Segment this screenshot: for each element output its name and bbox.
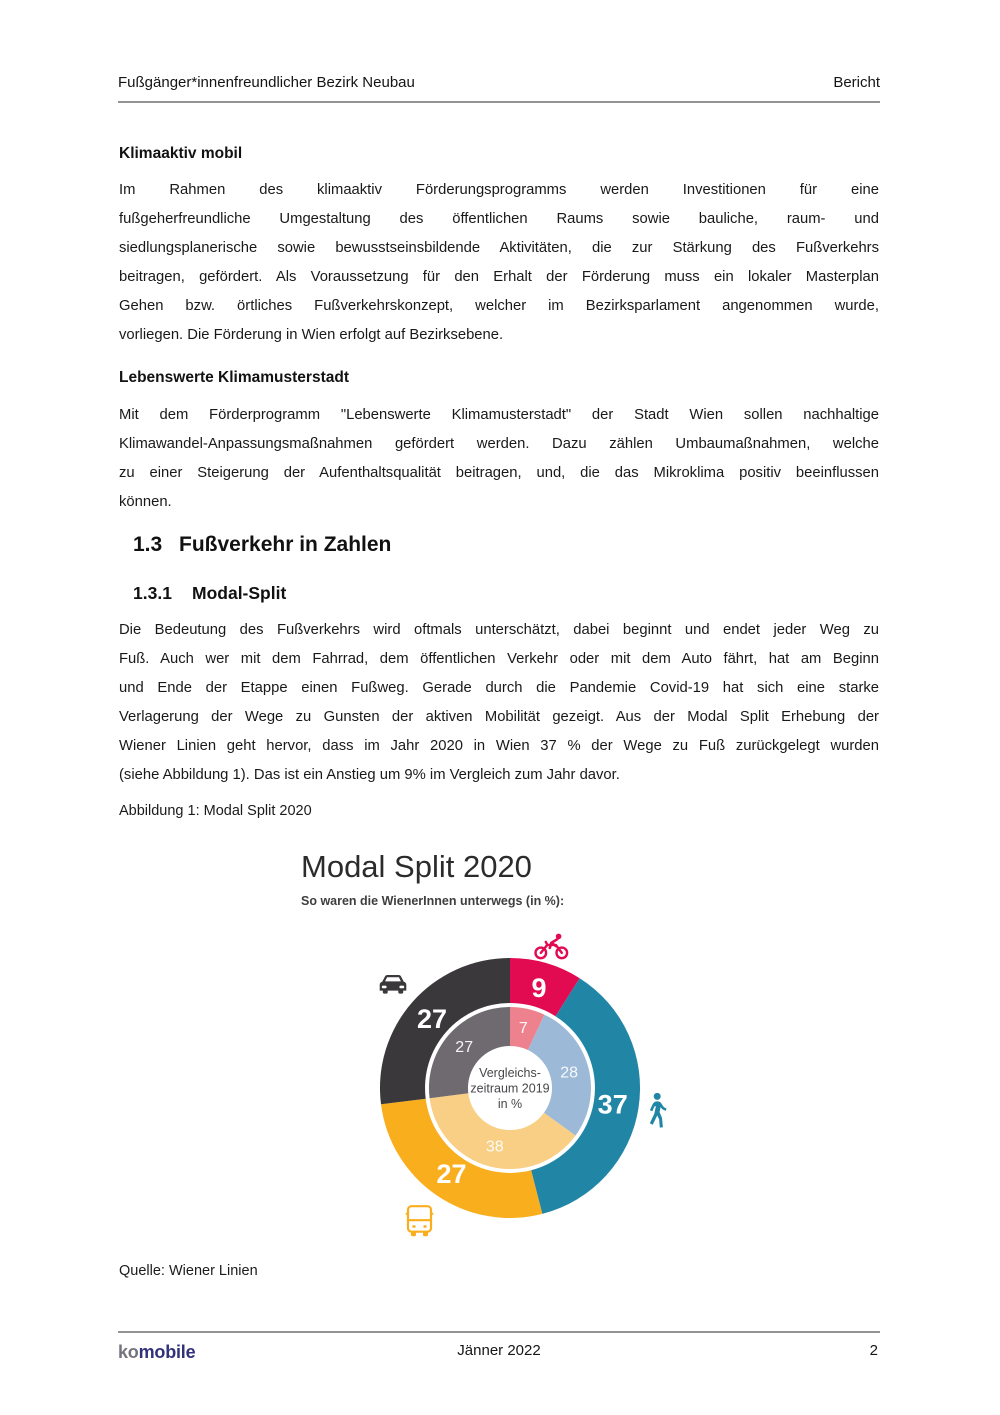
paragraph-line: zu einer Steigerung der Aufenthaltsquali… bbox=[119, 465, 879, 481]
donut-center-label: Vergleichs-zeitraum 2019 in % bbox=[470, 1066, 549, 1111]
paragraph-line: Verlagerung der Wege zu Gunsten der akti… bbox=[119, 709, 879, 725]
pedestrian-icon bbox=[649, 1092, 667, 1128]
donut-outer-segment-pedestrian bbox=[531, 978, 641, 1214]
logo-ko: ko bbox=[118, 1342, 139, 1362]
donut-value-label: 27 bbox=[417, 1004, 447, 1034]
heading-lebenswerte-klimamusterstadt: Lebenswerte Klimamusterstadt bbox=[119, 369, 349, 386]
paragraph-line: Im Rahmen des klimaaktiv Förderungsprogr… bbox=[119, 182, 879, 198]
footer-page-number: 2 bbox=[869, 1342, 878, 1359]
chart-title: Modal Split 2020 bbox=[301, 849, 532, 884]
header-left-title: Fußgänger*innenfreundlicher Bezirk Neuba… bbox=[118, 74, 415, 91]
donut-inner-segment-0 bbox=[510, 1007, 545, 1050]
paragraph-line: Gehen bzw. örtliches Fußverkehrskonzept,… bbox=[119, 298, 879, 314]
bicycle-icon bbox=[534, 933, 569, 960]
paragraph-line: und Ende der Etappe einen Fußweg. Gerade… bbox=[119, 680, 879, 696]
donut-value-label: 27 bbox=[455, 1039, 473, 1056]
paragraph-lebenswerte: Mit dem Förderprogramm "Lebenswerte Klim… bbox=[119, 401, 879, 517]
paragraph-line: Fuß. Auch wer mit dem Fahrrad, dem öffen… bbox=[119, 651, 879, 667]
chart-subtitle: So waren die WienerInnen unterwegs (in %… bbox=[301, 894, 565, 908]
paragraph-line: (siehe Abbildung 1). Das ist ein Anstieg… bbox=[119, 767, 620, 783]
paragraph-line: siedlungsplanerische sowie bewusstseinsb… bbox=[119, 240, 879, 256]
subsection-heading-1-3-1: 1.3.1 Modal-Split bbox=[133, 583, 286, 604]
paragraph-line: fußgeherfreundliche Umgestaltung des öff… bbox=[119, 211, 879, 227]
page-footer: komobile Jänner 2022 2 bbox=[118, 1342, 880, 1366]
donut-value-label: 27 bbox=[436, 1159, 466, 1189]
section-heading-1-3: 1.3 Fußverkehr in Zahlen bbox=[133, 533, 391, 557]
source-line: Quelle: Wiener Linien bbox=[119, 1263, 258, 1279]
komobile-logo: komobile bbox=[118, 1342, 196, 1363]
modal-split-figure: 9 37 27 27 7 28 38 27 Vergleichs-zeitr bbox=[280, 915, 740, 1260]
donut-value-label: 37 bbox=[598, 1089, 628, 1119]
paragraph-line: können. bbox=[119, 494, 172, 510]
donut-inner-segment-3 bbox=[428, 1007, 510, 1099]
car-icon bbox=[379, 975, 407, 994]
paragraph-klimaaktiv: Im Rahmen des klimaaktiv Förderungsprogr… bbox=[119, 176, 879, 350]
donut-value-label: 38 bbox=[486, 1139, 504, 1156]
paragraph-line: Die Bedeutung des Fußverkehrs wird oftma… bbox=[119, 622, 879, 638]
footer-divider bbox=[118, 1331, 880, 1333]
figure-caption: Abbildung 1: Modal Split 2020 bbox=[119, 803, 312, 819]
donut-inner-segment-2 bbox=[429, 1093, 576, 1170]
logo-mobile: mobile bbox=[138, 1342, 196, 1362]
bus-icon bbox=[405, 1205, 434, 1237]
donut-value-label: 9 bbox=[531, 973, 546, 1003]
section-number: 1.3 bbox=[133, 533, 163, 556]
header-right-label: Bericht bbox=[833, 74, 880, 91]
footer-date: Jänner 2022 bbox=[457, 1342, 541, 1359]
paragraph-line: Wiener Linien geht hervor, dass im Jahr … bbox=[119, 738, 879, 754]
page-header: Fußgänger*innenfreundlicher Bezirk Neuba… bbox=[118, 74, 880, 103]
subsection-number: 1.3.1 bbox=[133, 583, 172, 603]
donut-outer-segment-bicycle bbox=[510, 957, 580, 1017]
donut-value-label: 7 bbox=[519, 1020, 528, 1037]
paragraph-modal-split: Die Bedeutung des Fußverkehrs wird oftma… bbox=[119, 616, 879, 790]
donut-value-label: 28 bbox=[560, 1064, 578, 1081]
paragraph-line: Mit dem Förderprogramm "Lebenswerte Klim… bbox=[119, 407, 879, 423]
donut-inner-segment-1 bbox=[527, 1014, 591, 1136]
subsection-title: Modal-Split bbox=[192, 583, 287, 603]
paragraph-line: vorliegen. Die Förderung in Wien erfolgt… bbox=[119, 327, 504, 343]
heading-klimaaktiv-mobil: Klimaaktiv mobil bbox=[119, 145, 243, 162]
paragraph-line: beitragen, gefördert. Als Voraussetzung … bbox=[119, 269, 879, 285]
paragraph-line: Klimawandel-Anpassungsmaßnahmen geförder… bbox=[119, 436, 879, 452]
donut-outer-segment-bus bbox=[381, 1098, 543, 1218]
donut-outer-segment-car bbox=[379, 958, 510, 1105]
section-title: Fußverkehr in Zahlen bbox=[179, 533, 392, 556]
